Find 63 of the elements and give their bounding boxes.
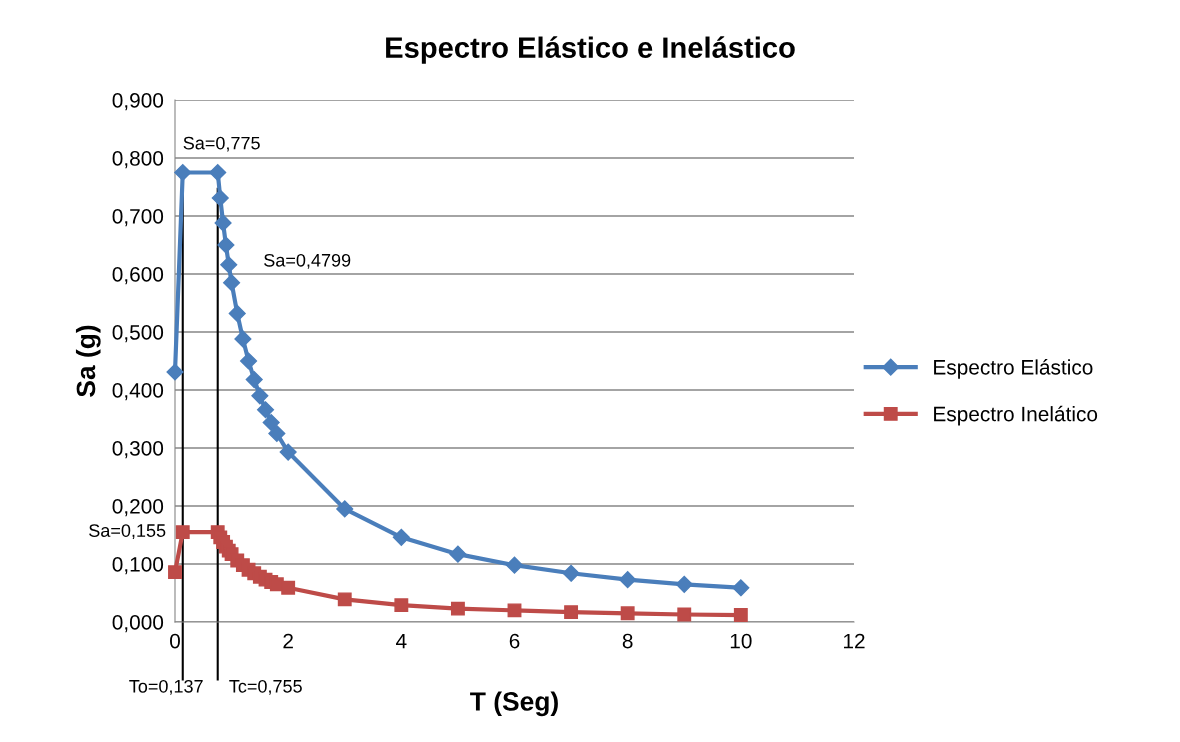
point	[392, 528, 410, 546]
point	[240, 352, 258, 370]
point	[223, 274, 241, 292]
point	[209, 163, 227, 182]
x-axis-title: T (Seg)	[470, 691, 558, 717]
x-tick-label: 8	[622, 633, 633, 649]
point	[337, 592, 352, 607]
point	[214, 214, 232, 232]
legend-label: Espectro Inelático	[934, 405, 1098, 426]
point	[505, 556, 524, 574]
point	[279, 443, 297, 461]
point	[449, 545, 467, 563]
point	[168, 565, 182, 580]
x-tick-label: 10	[730, 633, 752, 649]
point	[677, 607, 692, 622]
x-tick-label: 0	[170, 633, 180, 649]
y-tick-label: 0,100	[112, 557, 164, 575]
ref-line-label: Tc=0,755	[229, 679, 302, 695]
x-tick-label: 6	[509, 633, 520, 649]
y-tick-label: 0,700	[112, 209, 164, 227]
legend-label: Espectro Elástico	[934, 359, 1093, 379]
annotation: Sa=0,775	[183, 136, 260, 152]
point	[336, 500, 354, 518]
point	[234, 330, 252, 348]
annotation: Sa=0,155	[89, 524, 166, 540]
y-tick-label: 0,000	[112, 615, 164, 633]
point	[268, 424, 286, 443]
y-tick-label: 0,600	[112, 267, 164, 285]
y-axis-title: Sa (g)	[75, 325, 101, 397]
point	[562, 564, 580, 582]
chart-title: Espectro Elástico e Inelástico	[386, 36, 795, 64]
point	[394, 598, 409, 613]
point	[507, 603, 522, 618]
y-tick-label: 0,200	[112, 499, 164, 517]
point	[281, 580, 296, 595]
point	[732, 579, 750, 597]
point	[166, 363, 184, 381]
annotation: Sa=0,4799	[264, 253, 351, 269]
point	[256, 401, 275, 419]
point	[217, 236, 235, 254]
ref-line-label: To=0,137	[129, 679, 203, 695]
point	[619, 571, 637, 589]
point	[228, 304, 246, 322]
point	[450, 601, 465, 616]
point	[262, 413, 280, 432]
point	[620, 606, 635, 621]
point	[251, 387, 269, 405]
y-tick-label: 0,500	[112, 325, 164, 343]
x-tick-label: 2	[283, 633, 293, 649]
point	[245, 371, 263, 389]
y-tick-label: 0,800	[112, 151, 164, 169]
point	[220, 256, 238, 274]
y-tick-label: 0,400	[112, 383, 164, 401]
point	[211, 189, 229, 207]
x-tick-label: 12	[844, 633, 865, 649]
point	[564, 605, 579, 620]
y-tick-label: 0,300	[112, 441, 164, 459]
point	[675, 575, 693, 593]
y-tick-label: 0,900	[112, 93, 164, 111]
point	[174, 163, 192, 182]
point	[733, 608, 748, 622]
point	[175, 525, 190, 540]
x-tick-label: 4	[396, 633, 407, 649]
